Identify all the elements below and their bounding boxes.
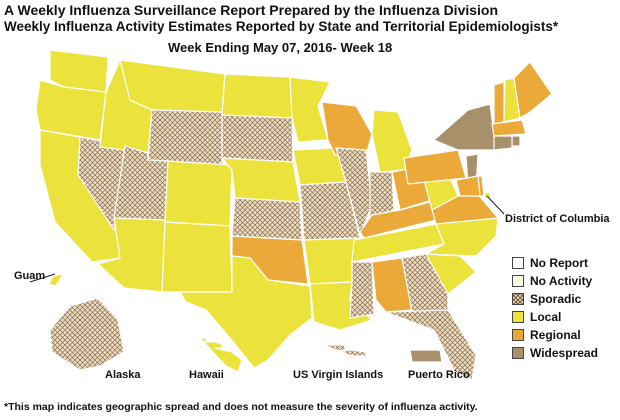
alaska-label: Alaska — [105, 369, 141, 381]
legend-item-local: Local — [512, 308, 562, 324]
region-fl — [385, 309, 477, 381]
region-in — [369, 171, 395, 219]
region-or — [35, 79, 107, 141]
legend-swatch-regional — [512, 328, 524, 341]
region-me — [513, 61, 553, 119]
legend-item-no-activity: No Activity — [512, 272, 593, 288]
legend-swatch-no-report — [512, 256, 524, 269]
region-md — [455, 175, 481, 197]
legend-label-no-report: No Report — [530, 255, 588, 270]
guam-pointer-line — [29, 273, 56, 283]
report-title: A Weekly Influenza Surveillance Report P… — [4, 2, 499, 18]
legend-label-no-activity: No Activity — [530, 273, 593, 288]
region-ar — [303, 237, 359, 285]
region-pr — [409, 349, 443, 363]
week-label: Week Ending May 07, 2016- Week 18 — [168, 40, 393, 55]
report-subtitle: Weekly Influenza Activity Estimates Repo… — [4, 19, 559, 34]
region-ne — [220, 157, 301, 203]
legend-label-widespread: Widespread — [530, 345, 598, 360]
region-ms — [349, 261, 375, 319]
footnote: *This map indicates geographic spread an… — [4, 401, 478, 413]
usvi-label: US Virgin Islands — [293, 369, 384, 381]
region-wy — [147, 109, 223, 166]
legend-swatch-local — [512, 310, 524, 323]
region-nd — [221, 73, 293, 119]
region-vt — [493, 81, 505, 125]
dc-label: District of Columbia — [505, 213, 610, 225]
legend-swatch-sporadic — [512, 292, 524, 305]
legend-label-local: Local — [530, 309, 562, 324]
legend-swatch-widespread — [512, 346, 524, 359]
legend-label-sporadic: Sporadic — [530, 291, 582, 306]
legend-swatch-no-activity — [512, 274, 524, 287]
region-ma — [491, 119, 527, 137]
legend-item-regional: Regional — [512, 326, 581, 342]
hawaii-label: Hawaii — [189, 369, 224, 381]
region-dc — [484, 192, 491, 199]
region-co — [164, 160, 233, 227]
region-wi — [321, 101, 373, 156]
legend-item-no-report: No Report — [512, 254, 588, 270]
region-sd — [221, 114, 294, 163]
region-il — [335, 147, 373, 237]
region-ak — [49, 297, 125, 371]
dc-pointer-line — [486, 195, 505, 215]
region-ct — [493, 135, 513, 151]
guam-label: Guam — [14, 270, 46, 282]
region-ny — [432, 103, 497, 151]
legend-item-sporadic: Sporadic — [512, 290, 582, 306]
region-tx — [178, 255, 313, 369]
region-ri — [511, 135, 521, 147]
region-hi — [198, 337, 243, 373]
legend-label-regional: Regional — [530, 327, 581, 342]
region-pa — [403, 149, 467, 185]
region-ks — [231, 197, 303, 241]
region-gu — [48, 273, 65, 287]
legend-item-widespread: Widespread — [512, 344, 598, 360]
region-usvi — [321, 344, 367, 357]
region-nm — [161, 221, 233, 293]
pr-label: Puerto Rico — [408, 369, 470, 381]
